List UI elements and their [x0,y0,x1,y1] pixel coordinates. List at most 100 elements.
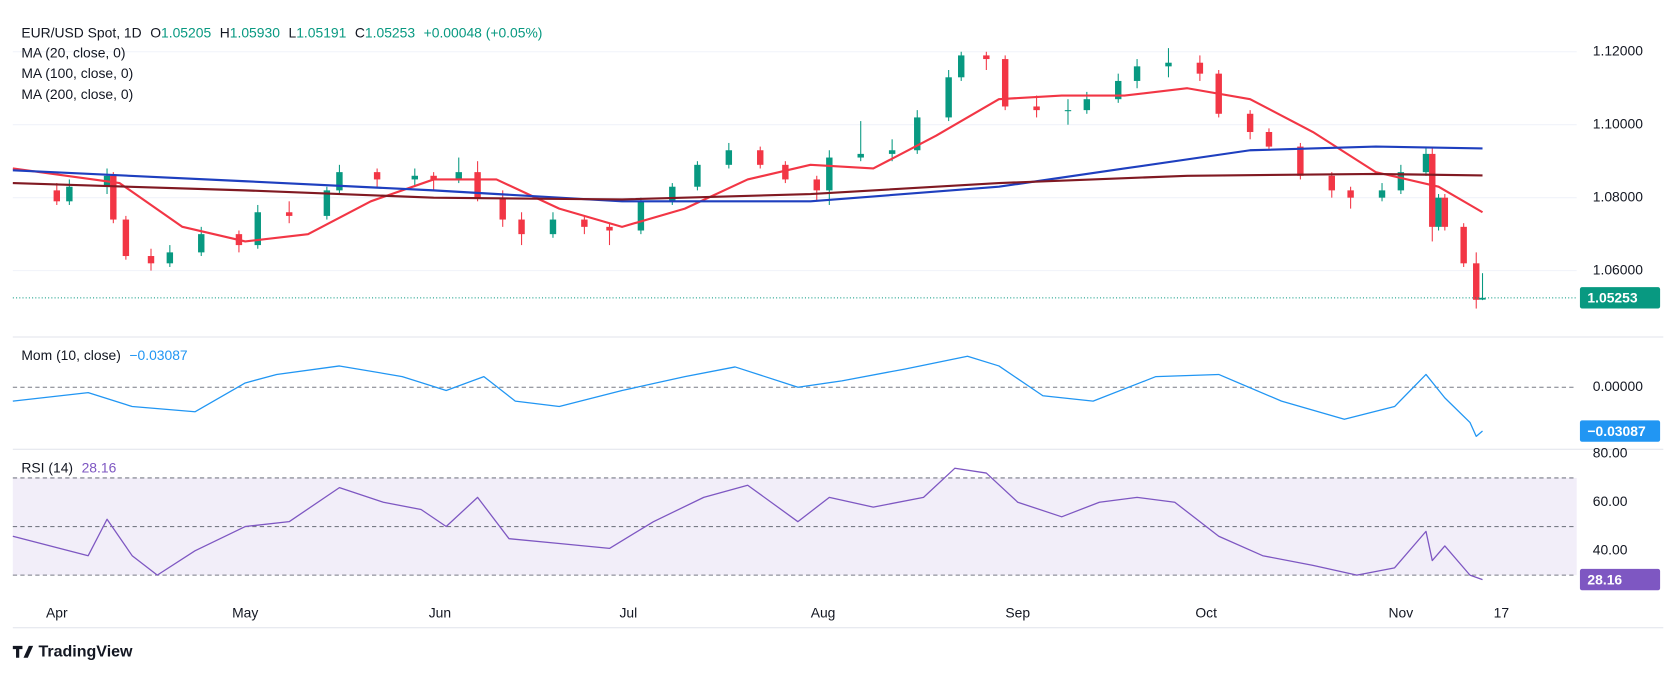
candle-body [166,252,174,264]
candle-body [474,172,481,198]
readout-value: 1.05253 [365,24,415,40]
logo: TradingView [12,643,133,661]
candle-body [1064,110,1072,112]
candle-body [983,55,990,60]
brand: TradingView [38,643,133,661]
candle-body [725,150,733,165]
readout-key: L [288,24,296,40]
candle-body [1347,190,1354,198]
candle-body [1246,113,1254,133]
y-tick-label: 60.00 [1593,493,1628,509]
indicator-title: RSI (14) [21,459,73,475]
candle-body [549,219,557,235]
candle-body [198,234,205,253]
readout-key: H [220,24,230,40]
y-tick-label: 1.10000 [1593,115,1643,131]
candle-body [1328,175,1335,191]
candle-body [323,190,331,216]
candle-body [455,172,462,180]
y-tick-label: 1.08000 [1593,188,1643,204]
candle-body [581,219,588,227]
candle-body [1479,297,1486,300]
candle-body [110,175,117,220]
x-tick-label: May [232,605,258,621]
candle-body [1033,106,1040,111]
candle-body [285,212,293,216]
candle-body [888,150,896,154]
header: EUR/USD Spot, 1D O1.05205 H1.05930 L1.05191… [21,24,542,40]
candle-body [336,172,343,191]
candle-body [1435,197,1442,227]
ma-line [12,145,1483,203]
candle-body [1441,197,1449,227]
x-tick-label: Apr [46,605,68,621]
candle-body [694,164,701,187]
legend-entry: MA (100, close, 0) [21,65,133,81]
legend: RSI (14) 28.16 [21,459,116,475]
y-tick-label: 40.00 [1593,542,1628,558]
readout-key: O [150,24,161,40]
candle-body [945,77,952,118]
candle-body [1265,132,1273,147]
candle-body [637,201,645,231]
indicator-value: 28.16 [82,459,117,475]
candle-body [430,175,437,180]
last-value-label: −0.03087 [1587,423,1646,439]
legend: Mom (10, close) −0.03087 [21,347,188,363]
ma-line [12,172,1483,201]
last-value-box [1579,420,1661,442]
x-tick-label: Jul [619,605,637,621]
y-tick-label: 0.00000 [1593,378,1643,394]
x-tick-label: Jun [429,605,451,621]
candle-body [147,256,155,264]
candle-body [1115,80,1122,100]
candle-body [1133,66,1141,81]
candle-body [1378,190,1386,198]
x-tick-label: Nov [1389,605,1414,621]
candle-body [373,172,381,180]
candle-body [1473,263,1480,300]
candle-body [1165,62,1172,67]
candle-body [1429,153,1436,227]
candle-body [914,117,921,151]
readout-value: 1.05205 [161,24,211,40]
readout-key: C [355,24,365,40]
candle-body [1196,62,1204,74]
y-tick-label: 80.00 [1593,444,1628,460]
legend-entry: MA (200, close, 0) [21,86,133,102]
candle-body [122,219,130,257]
candle-body [411,175,418,180]
last-value-label: 28.16 [1587,571,1622,587]
logo-mark [12,645,34,658]
indicator-line [12,467,1483,581]
indicator-value: −0.03087 [129,347,188,363]
readout-value: 1.05191 [296,24,346,40]
candle-body [757,150,764,165]
title: EUR/USD Spot, 1D [21,24,141,40]
candle-body [53,190,60,202]
indicator-line [12,355,1483,437]
candle-body [66,186,73,202]
candle-body [1460,226,1467,264]
candle-body [958,55,965,78]
x-tick-label: Sep [1005,605,1030,621]
candle-body [518,219,525,235]
candle-body [1297,146,1304,176]
candle-body [606,226,613,231]
candle-body [782,164,789,180]
ma-line [12,87,1484,243]
readout-value: 1.05930 [230,24,280,40]
last-value-box [1579,568,1661,591]
candle-body [813,179,820,191]
x-tick-label: Aug [811,605,836,621]
candle-body [857,153,864,158]
y-tick-label: 1.12000 [1593,42,1643,58]
y-tick-label: 1.06000 [1593,261,1643,277]
candle-body [1397,172,1405,191]
legend-entry: MA (20, close, 0) [21,44,125,60]
last-value-label: 1.05253 [1587,290,1637,306]
candle-body [1422,153,1430,173]
indicator-title: Mom (10, close) [21,347,120,363]
